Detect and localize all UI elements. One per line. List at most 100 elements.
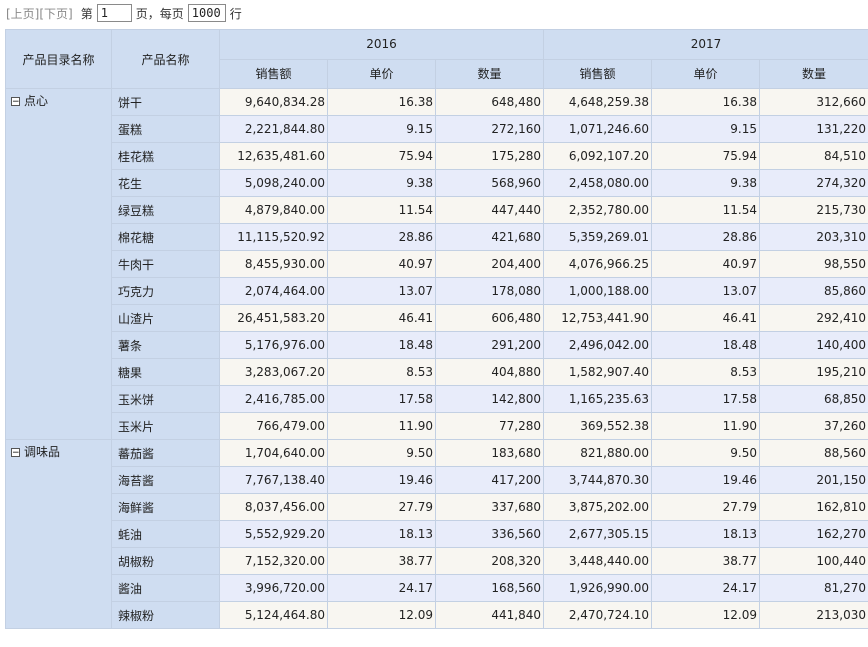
price-2016-cell: 38.77 (327, 547, 436, 575)
product-name-cell: 海苔酱 (111, 466, 220, 494)
qty-2017-cell: 162,810 (759, 493, 868, 521)
price-2016-cell: 40.97 (327, 250, 436, 278)
sales-2017-cell: 2,458,080.00 (543, 169, 652, 197)
price-2017-cell: 9.15 (651, 115, 760, 143)
sales-2017-cell: 3,744,870.30 (543, 466, 652, 494)
page-size-suffix-label: 行 (229, 6, 242, 21)
qty-2016-cell: 142,800 (435, 385, 544, 413)
category-label: 调味品 (24, 445, 61, 459)
qty-2017-cell: 37,260 (759, 412, 868, 440)
sales-2017-cell: 5,359,269.01 (543, 223, 652, 251)
sales-2016-cell: 12,635,481.60 (219, 142, 328, 170)
price-2016-cell: 9.50 (327, 439, 436, 467)
price-2017-cell: 11.54 (651, 196, 760, 224)
pager-bar: [上页] [下页] 第 页，每页 行 (6, 3, 242, 23)
sales-2017-cell: 1,582,907.40 (543, 358, 652, 386)
qty-2016-cell: 417,200 (435, 466, 544, 494)
qty-2017-cell: 201,150 (759, 466, 868, 494)
sales-2016-cell: 26,451,583.20 (219, 304, 328, 332)
price-header-2016: 单价 (327, 58, 436, 89)
price-2017-cell: 12.09 (651, 601, 760, 629)
page-suffix-label: 页，每页 (135, 6, 184, 21)
product-name-cell: 玉米饼 (111, 385, 220, 413)
category-label: 点心 (24, 94, 49, 108)
price-2017-cell: 11.90 (651, 412, 760, 440)
sales-2017-cell: 821,880.00 (543, 439, 652, 467)
price-2017-cell: 46.41 (651, 304, 760, 332)
table-row: 酱油 3,996,720.00 24.17 168,560 1,926,990.00 24… (6, 574, 868, 602)
collapse-toggle-icon[interactable]: − (11, 448, 20, 458)
table-row: 海鲜酱 8,037,456.00 27.79 337,680 3,875,202.00 2… (6, 493, 868, 521)
qty-2016-cell: 336,560 (435, 520, 544, 548)
qty-2017-cell: 213,030 (759, 601, 868, 629)
product-name-cell: 玉米片 (111, 412, 220, 440)
price-2017-cell: 40.97 (651, 250, 760, 278)
year-header-2017: 2017 (543, 29, 868, 60)
qty-2016-cell: 606,480 (435, 304, 544, 332)
price-2017-cell: 75.94 (651, 142, 760, 170)
price-2017-cell: 24.17 (651, 574, 760, 602)
qty-2017-cell: 215,730 (759, 196, 868, 224)
qty-2016-cell: 272,160 (435, 115, 544, 143)
sales-2016-cell: 5,176,976.00 (219, 331, 328, 359)
sales-2017-cell: 2,677,305.15 (543, 520, 652, 548)
sales-2017-cell: 4,076,966.25 (543, 250, 652, 278)
sales-header-2016: 销售额 (219, 58, 328, 89)
category-cell: − 调味品 (5, 439, 112, 629)
sales-2017-cell: 1,926,990.00 (543, 574, 652, 602)
sales-2016-cell: 2,074,464.00 (219, 277, 328, 305)
qty-2017-cell: 292,410 (759, 304, 868, 332)
year-header-2016: 2016 (219, 29, 544, 60)
price-2016-cell: 16.38 (327, 88, 436, 116)
table-row: 胡椒粉 7,152,320.00 38.77 208,320 3,448,440.00 3… (6, 547, 868, 575)
product-column-header: 产品名称 (111, 29, 220, 89)
page-size-input[interactable] (187, 4, 226, 22)
sales-2017-cell: 12,753,441.90 (543, 304, 652, 332)
price-2017-cell: 18.13 (651, 520, 760, 548)
price-2017-cell: 9.38 (651, 169, 760, 197)
table-row: 玉米片 766,479.00 11.90 77,280 369,552.38 11.90 3… (6, 412, 868, 440)
product-name-cell: 山渣片 (111, 304, 220, 332)
category-cell: − 点心 (5, 88, 112, 440)
sales-2016-cell: 8,455,930.00 (219, 250, 328, 278)
price-2017-cell: 13.07 (651, 277, 760, 305)
table-row: 牛肉干 8,455,930.00 40.97 204,400 4,076,966.25 4… (6, 250, 868, 278)
product-name-cell: 辣椒粉 (111, 601, 220, 629)
qty-2017-cell: 85,860 (759, 277, 868, 305)
price-2017-cell: 19.46 (651, 466, 760, 494)
price-2016-cell: 18.13 (327, 520, 436, 548)
price-2016-cell: 11.54 (327, 196, 436, 224)
price-2016-cell: 9.15 (327, 115, 436, 143)
sales-2016-cell: 3,283,067.20 (219, 358, 328, 386)
page-prefix-label: 第 (80, 6, 93, 21)
product-name-cell: 海鲜酱 (111, 493, 220, 521)
page-number-input[interactable] (96, 4, 132, 22)
sales-2016-cell: 2,416,785.00 (219, 385, 328, 413)
table-row: 绿豆糕 4,879,840.00 11.54 447,440 2,352,780.00 1… (6, 196, 868, 224)
price-header-2017: 单价 (651, 58, 760, 89)
sales-2017-cell: 2,352,780.00 (543, 196, 652, 224)
product-name-cell: 蚝油 (111, 520, 220, 548)
sales-2017-cell: 1,000,188.00 (543, 277, 652, 305)
sales-2017-cell: 2,496,042.00 (543, 331, 652, 359)
sales-2016-cell: 7,152,320.00 (219, 547, 328, 575)
price-2016-cell: 9.38 (327, 169, 436, 197)
qty-2017-cell: 81,270 (759, 574, 868, 602)
qty-2017-cell: 162,270 (759, 520, 868, 548)
prev-page-link[interactable]: [上页] (6, 6, 40, 21)
product-name-cell: 糖果 (111, 358, 220, 386)
sales-2017-cell: 2,470,724.10 (543, 601, 652, 629)
sales-2016-cell: 3,996,720.00 (219, 574, 328, 602)
price-2017-cell: 27.79 (651, 493, 760, 521)
product-name-cell: 巧克力 (111, 277, 220, 305)
table-row: 山渣片 26,451,583.20 46.41 606,480 12,753,441.9… (6, 304, 868, 332)
collapse-toggle-icon[interactable]: − (11, 97, 20, 107)
category-column-header: 产品目录名称 (5, 29, 112, 89)
qty-2016-cell: 183,680 (435, 439, 544, 467)
qty-2017-cell: 131,220 (759, 115, 868, 143)
table-row: − 调味品 蕃茄酱 1,704,640.00 9.50 183,680 821,880.00… (5, 439, 868, 629)
qty-2016-cell: 337,680 (435, 493, 544, 521)
product-name-cell: 花生 (111, 169, 220, 197)
next-page-link[interactable]: [下页] (39, 6, 73, 21)
price-2016-cell: 8.53 (327, 358, 436, 386)
